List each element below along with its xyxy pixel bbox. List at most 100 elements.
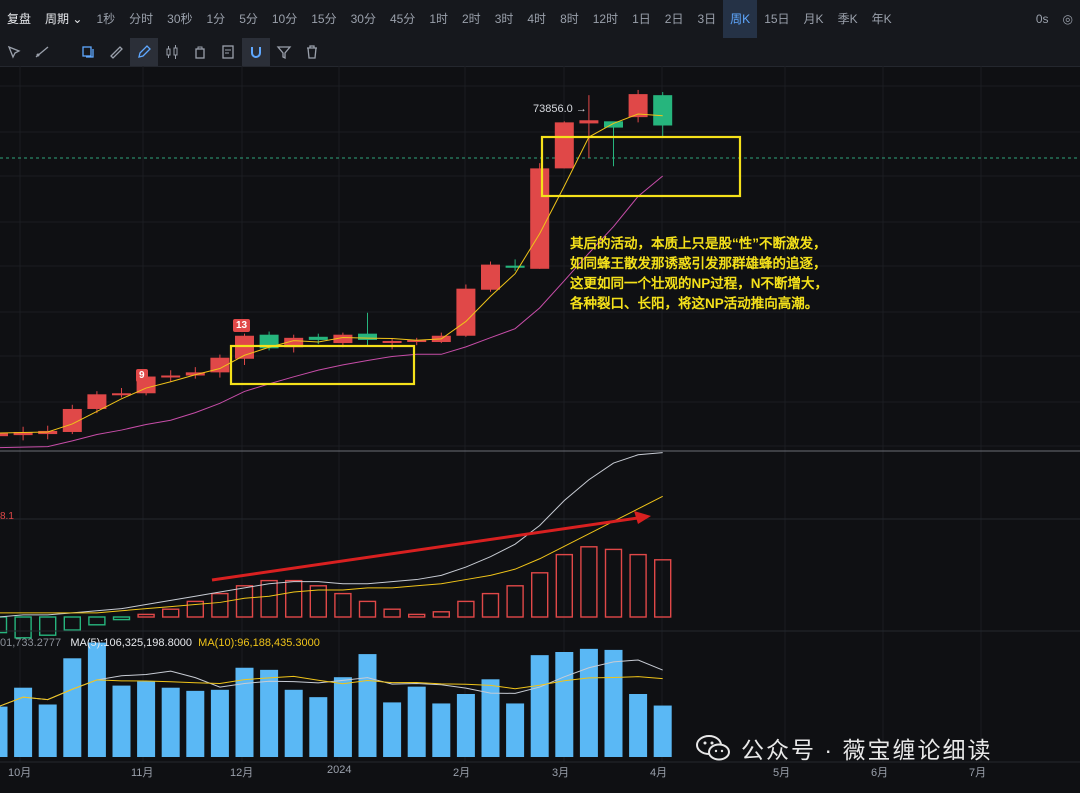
x-label: 6月 [871,767,889,779]
interval-tab[interactable]: 月K [803,12,824,26]
filter-icon[interactable] [270,38,298,66]
candle-body [505,265,525,268]
x-label: 2月 [453,767,471,779]
trend-line-icon[interactable] [28,38,56,66]
macd-bar [211,592,229,618]
volume-bar [653,705,672,757]
x-label: 10月 [8,767,32,779]
interval-tab[interactable]: 15日 [764,12,790,26]
volume-bar [161,687,180,757]
candle-body [38,430,58,435]
macd-bar [137,613,155,618]
camera-icon[interactable]: ◎ [1062,12,1073,26]
ma-slow-line [0,175,664,449]
macd-bar [481,592,500,618]
interval-tab[interactable]: 周K [723,0,758,38]
interval-tab[interactable]: 2时 [462,12,481,26]
price-chart[interactable] [0,66,1080,793]
candle-body [185,372,205,376]
macd-bar [432,611,450,618]
candle-body [604,121,623,128]
interval-tab[interactable]: 3时 [494,12,514,26]
macd-bar [580,546,598,618]
macd-bar [531,572,549,618]
interval-tab[interactable]: 1日 [632,12,651,26]
interval-tab[interactable]: 30秒 [167,12,193,26]
macd-bar [629,553,647,618]
candle-body [481,264,500,290]
candlestick-icon[interactable] [158,38,186,66]
candle-body [259,334,279,349]
volume-bar [530,655,549,757]
macd-bar [186,600,205,618]
interval-tab[interactable]: 15分 [311,12,337,26]
x-label: 12月 [230,767,254,779]
interval-tab[interactable]: 5分 [239,12,258,26]
replay-button[interactable]: 复盘 [7,12,32,26]
interval-tab[interactable]: 1分 [206,12,226,26]
magnet-icon[interactable] [242,38,270,66]
volume-bar [555,652,574,757]
interval-tab[interactable]: 1秒 [96,12,116,26]
ruler-icon[interactable] [102,38,130,66]
macd-bar [555,553,573,618]
interval-tab[interactable]: 45分 [389,12,416,26]
volume-bar [87,642,106,757]
interval-tab[interactable]: 12时 [592,12,619,26]
macd-value: 8.1 [0,511,14,522]
macd-bar [604,548,623,618]
macd-bar [260,579,278,618]
macd-bar [235,585,254,618]
volume-bar [309,697,328,757]
macd-bar [88,616,106,626]
volume-bar [14,687,33,757]
watermark: 公众号 · 薇宝缠论细读 [695,731,992,765]
macd-bar [112,616,131,621]
interval-tab[interactable]: 年K [871,12,892,26]
interval-tab[interactable]: 季K [837,12,858,26]
candle-body [87,394,107,409]
volume-bar [481,679,500,757]
cursor-icon[interactable] [0,38,28,66]
volume-bar [112,685,131,757]
period-dropdown[interactable]: 周期 ⌄ [45,12,83,26]
interval-tab[interactable]: 30分 [350,12,376,26]
top-box [540,135,742,198]
copy-icon[interactable] [74,38,102,66]
macd-bar [0,616,8,634]
volume-bar [456,694,475,757]
trash-icon[interactable] [298,38,326,66]
candle-body [0,433,8,437]
volume-bar [579,648,598,757]
trend-arrow [211,516,639,582]
volume-bar [333,677,352,757]
volume-bar [506,703,525,757]
candle-body [161,375,181,378]
interval-tab[interactable]: 分时 [129,12,154,26]
x-label: 2024 [327,764,352,776]
macd-bar [63,616,82,631]
interval-list: 1秒 分时 30秒 1分 5分 10分 15分 30分 45分 1时 2时 3时 4时 8时 12时 1日 2日… [89,0,898,38]
volume-bar [235,667,254,757]
candle-body [653,95,673,126]
brush-icon[interactable] [130,38,158,66]
macd-bar [285,579,303,618]
interval-tab[interactable]: 8时 [560,12,579,26]
volume-bar [0,706,8,757]
volume-bar [284,689,303,757]
shape-icon[interactable] [186,38,214,66]
macd-histogram [0,546,672,639]
interval-tab[interactable]: 10分 [271,12,298,26]
macd-bar [654,559,672,618]
candle-body [235,335,254,359]
interval-tab[interactable]: 1时 [429,12,448,26]
interval-tab[interactable]: 4时 [527,12,547,26]
interval-tab[interactable]: 3日 [697,12,717,26]
volume-bar [383,702,402,757]
high-price-marker: 73856.0 → [533,103,587,115]
annotation-text: 其后的活动，本质上只是股“性”不断激发， 如同蜂王散发那诱惑引发那群雄蜂的追逐，… [570,236,829,311]
candle-body [210,357,230,373]
note-icon[interactable] [214,38,242,66]
interval-tab[interactable]: 2日 [664,12,684,26]
candle-body [382,340,402,343]
